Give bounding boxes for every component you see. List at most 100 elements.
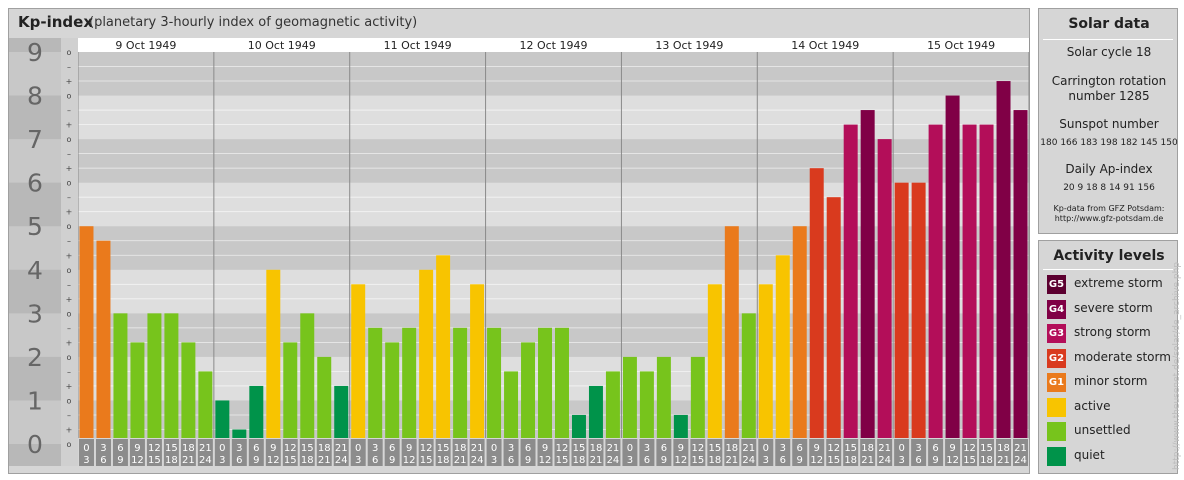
sunspot-title: Sunspot number [1059,117,1159,131]
kp-bar[interactable] [198,371,213,444]
kp-bar[interactable] [113,313,128,444]
minor-tick-label: o [67,353,72,362]
interval-start-label: 3 [915,443,921,454]
minor-tick-label: – [67,106,71,115]
kp-bar[interactable] [639,371,654,444]
kp-bar[interactable] [894,182,909,444]
kp-bar[interactable] [419,269,434,444]
kp-bar[interactable] [470,284,485,444]
interval-start-label: 9 [678,443,684,454]
minor-tick-label: – [67,193,71,202]
interval-start-label: 0 [355,443,361,454]
interval-start-label: 12 [148,443,161,454]
legend-swatch: G2 [1047,348,1066,368]
kp-bar[interactable] [249,385,264,444]
kp-bar[interactable] [979,124,994,444]
kp-bar[interactable] [555,327,569,444]
kp-bar[interactable] [605,371,620,444]
interval-cell [248,439,264,466]
kp-bar[interactable] [181,342,196,444]
kp-bar[interactable] [877,139,892,444]
kp-bar[interactable] [945,95,960,445]
interval-cell [418,439,434,466]
kp-bar[interactable] [283,342,298,444]
day-label: 15 Oct 1949 [927,39,995,52]
kp-bar[interactable] [656,356,671,444]
kp-bar[interactable] [96,240,111,444]
kp-bar[interactable] [792,226,807,444]
kp-bar[interactable] [487,327,502,444]
kp-bar[interactable] [368,327,383,444]
kp-bar[interactable] [1013,110,1028,444]
day-label: 10 Oct 1949 [248,39,316,52]
kp-bar[interactable] [266,269,281,444]
kp-bar[interactable] [334,385,349,444]
kp-bar[interactable] [538,327,552,444]
kp-bar[interactable] [351,284,366,444]
kp-bar[interactable] [962,124,977,444]
interval-end-label: 6 [644,455,650,466]
minor-tick-column [61,38,78,466]
kp-bar[interactable] [690,356,705,444]
interval-start-label: 18 [454,443,467,454]
interval-start-label: 0 [898,443,904,454]
minor-tick-label: – [67,150,71,159]
minor-tick-label: + [66,208,73,217]
interval-cell [163,439,179,466]
kp-bar[interactable] [453,327,468,444]
kp-bar[interactable] [317,356,332,444]
interval-cell [945,439,961,466]
interval-start-label: 18 [861,443,874,454]
kp-bar[interactable] [911,182,926,444]
minor-tick-label: – [67,367,71,376]
kp-bar[interactable] [588,385,603,444]
kp-bar[interactable] [215,400,230,444]
interval-end-label: 18 [708,455,721,466]
kp-bar[interactable] [707,284,722,444]
kp-bar[interactable] [385,342,400,444]
kp-bar[interactable] [741,313,756,444]
kp-bar[interactable] [673,414,688,444]
kp-bar[interactable] [843,124,858,444]
minor-tick-label: o [67,309,72,318]
kp-bar[interactable] [571,414,586,444]
legend-label: moderate storm [1074,349,1171,364]
source-link[interactable]: http://www.gfz-potsdam.de [1054,214,1164,223]
interval-end-label: 21 [725,455,738,466]
y-axis-band [9,400,61,444]
kp-bar[interactable] [504,371,519,444]
day-label: 9 Oct 1949 [115,39,176,52]
kp-bar[interactable] [809,168,824,445]
interval-start-label: 18 [997,443,1010,454]
kp-bar[interactable] [79,226,94,444]
kp-bar[interactable] [996,81,1011,445]
kp-bar[interactable] [928,124,943,444]
interval-cell [775,439,791,466]
interval-cell [282,439,298,466]
kp-bar[interactable] [164,313,179,444]
legend-swatch [1047,446,1066,466]
kp-bar[interactable] [826,197,841,444]
kp-bar[interactable] [724,226,739,444]
kp-bar[interactable] [860,110,875,444]
interval-end-label: 12 [674,455,687,466]
kp-bar[interactable] [622,356,637,444]
kp-bar[interactable] [300,313,315,444]
kp-bar[interactable] [130,342,145,444]
interval-cell [1013,439,1028,466]
interval-cell [520,439,536,466]
kp-bar[interactable] [436,255,451,444]
legend-swatch: G1 [1047,373,1066,392]
interval-start-label: 9 [406,443,412,454]
day-label: 11 Oct 1949 [384,39,452,52]
kp-bar[interactable] [402,327,417,444]
interval-cell [401,439,417,466]
kp-bar[interactable] [521,342,536,444]
minor-tick-label: + [66,121,73,130]
kp-bar[interactable] [147,313,162,444]
kp-bar[interactable] [758,284,773,444]
interval-cell [911,439,927,466]
interval-cell [877,439,893,466]
kp-bar[interactable] [775,255,790,444]
interval-cell [622,439,638,466]
